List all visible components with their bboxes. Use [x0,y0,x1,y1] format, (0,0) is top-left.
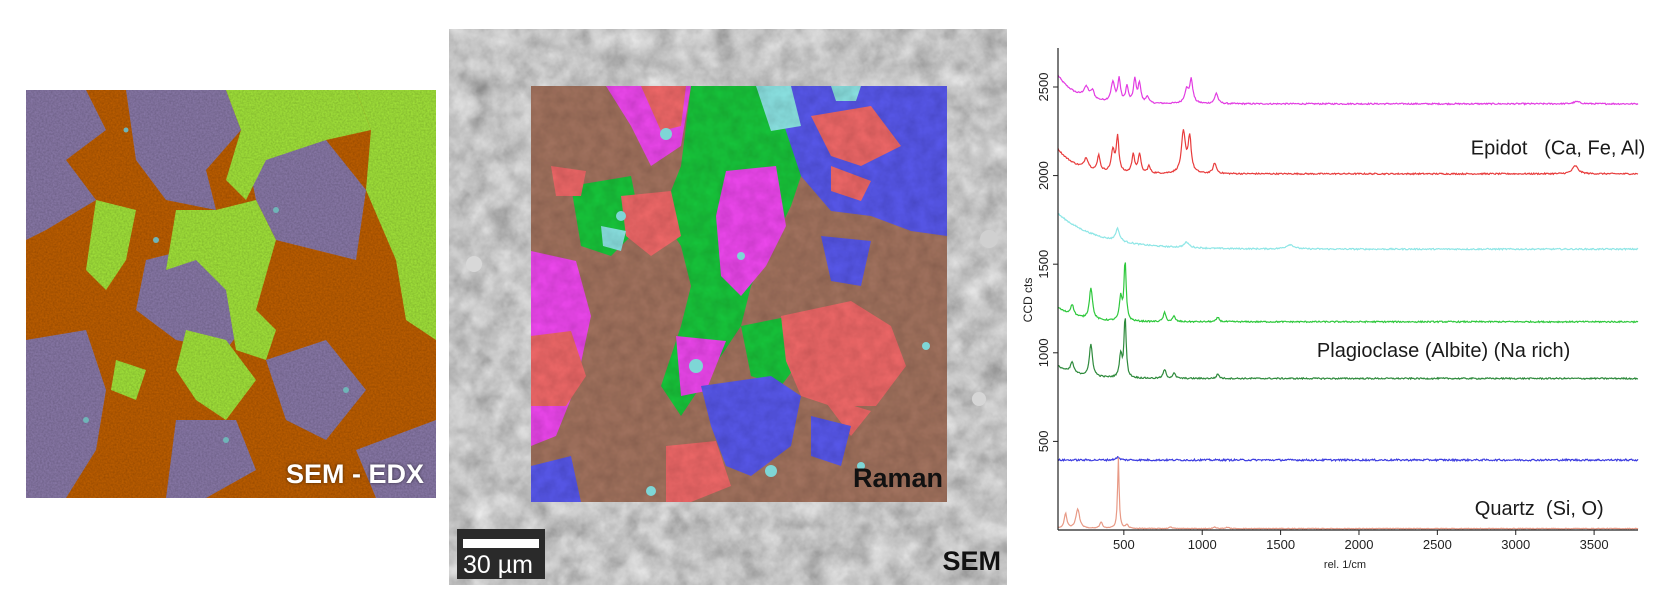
annotation-label-1: Epidot (Ca, Fe, Al) [1471,137,1646,159]
spectrum-line-5 [1057,318,1639,381]
x-tick-label: 2000 [1345,537,1374,552]
sem-edx-label: SEM - EDX [285,459,424,489]
annotation-label-2: Plagioclase (Albite) (Na rich) [1317,340,1570,362]
raman-map: Raman [531,86,947,502]
spectra-series-group [1057,74,1639,530]
spectrum-line-6 [1057,455,1639,463]
sem-edx-map: SEM - EDX [26,90,436,498]
raman-map-image [531,86,947,502]
x-axis-title: rel. 1/cm [1324,559,1366,571]
raman-spectra-chart: 500 1000 1500 2000 2500 3000 3500 500 1000 1500 2… [1021,48,1645,571]
x-tick-label: 2500 [1423,537,1452,552]
y-tick-label: 1500 [1036,250,1051,279]
spectrum-line-1 [1057,74,1639,106]
sem-image: Raman 30 µm SEM [449,29,1007,585]
spectrum-line-7 [1057,457,1639,530]
sem-edx-map-image [26,90,436,498]
scale-bar: 30 µm [457,529,545,579]
scale-bar-line [463,539,539,548]
x-tick-label: 3000 [1501,537,1530,552]
y-axis-ticks: 500 1000 1500 2000 2500 [1036,73,1058,453]
sem-label: SEM [942,546,1001,576]
spectrum-line-3 [1057,213,1639,251]
x-tick-label: 3500 [1580,537,1609,552]
spectrum-line-4 [1057,262,1639,324]
annotation-label-3: Quartz (Si, O) [1475,498,1604,520]
x-tick-label: 500 [1113,537,1135,552]
x-tick-label: 1000 [1188,537,1217,552]
raman-label: Raman [852,463,943,493]
spectrum-line-2 [1057,129,1639,176]
y-tick-label: 500 [1036,431,1051,453]
y-tick-label: 1000 [1036,338,1051,367]
y-tick-label: 2000 [1036,161,1051,190]
spectra-annotations: Epidot (Ca, Fe, Al) Plagioclase (Albite) … [1317,137,1645,520]
y-axis-title: CCD cts [1021,278,1035,323]
x-axis-ticks: 500 1000 1500 2000 2500 3000 3500 [1113,530,1609,552]
scale-bar-label: 30 µm [463,551,533,579]
y-tick-label: 2500 [1036,73,1051,102]
x-tick-label: 1500 [1266,537,1295,552]
